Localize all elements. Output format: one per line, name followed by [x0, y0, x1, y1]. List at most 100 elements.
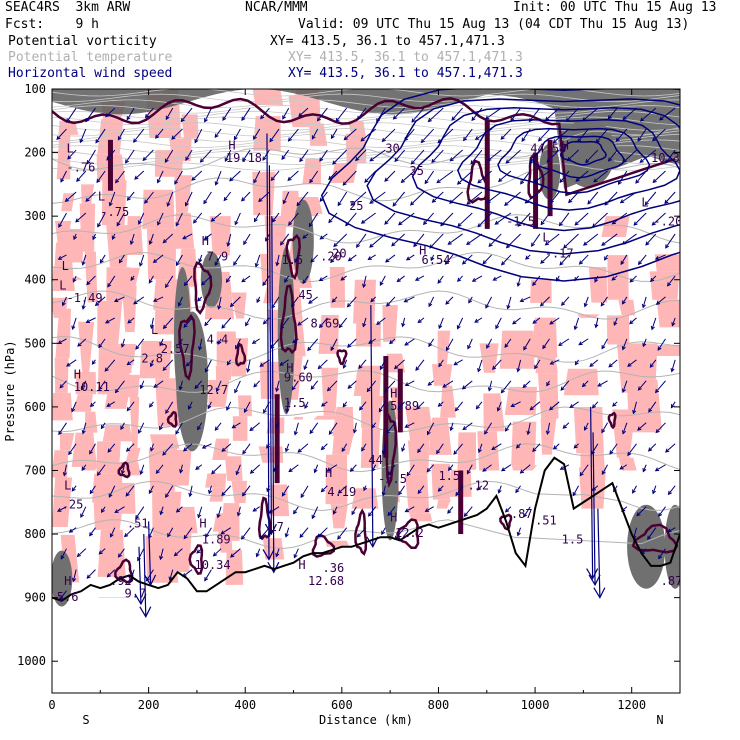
- pv-shade-patch: [237, 395, 252, 417]
- wind-speed-contour: [559, 140, 607, 166]
- wind-vector-head: [615, 137, 620, 142]
- wind-vector: [600, 296, 608, 307]
- wind-vector: [185, 191, 193, 206]
- pv-shade-patch: [302, 158, 322, 185]
- wind-vector: [217, 506, 222, 518]
- wind-vector: [649, 359, 657, 368]
- wind-vector-head: [517, 222, 522, 227]
- wind-vector-head: [328, 218, 333, 224]
- wind-vector: [477, 359, 483, 372]
- wind-vector-head: [637, 137, 642, 142]
- wind-vector-head: [429, 244, 434, 249]
- wind-vector-head: [359, 406, 364, 411]
- wind-vector-head: [396, 278, 401, 283]
- pv-shade-patch: [71, 432, 97, 468]
- pv-shade-patch: [215, 365, 233, 380]
- wind-vector-long: [597, 508, 601, 598]
- wind-vector-head: [532, 319, 537, 324]
- wind-vector-head: [86, 280, 91, 286]
- wind-vector: [651, 317, 657, 330]
- wind-vector-head: [529, 159, 534, 164]
- field-annotation: .92: [110, 574, 132, 588]
- wind-vector: [109, 191, 116, 206]
- field1-label: Potential vorticity: [8, 34, 157, 49]
- wind-vector: [394, 527, 406, 540]
- pv-shade-patch: [126, 216, 144, 256]
- wind-vector: [319, 317, 328, 328]
- pv-shade-patch: [101, 180, 127, 226]
- wind-vector-head: [96, 471, 101, 477]
- wind-vector-head: [454, 407, 459, 412]
- field-annotation: -1.49: [66, 291, 102, 305]
- wind-vector: [371, 464, 377, 472]
- wind-vector: [119, 254, 125, 263]
- field-annotation: 6.54: [422, 253, 451, 267]
- pv-shade-patch: [479, 343, 499, 373]
- wind-vector-head: [462, 136, 468, 142]
- wind-vector: [125, 485, 135, 497]
- wind-vector: [424, 170, 435, 184]
- wind-vector-head: [166, 202, 171, 207]
- wind-vector-head: [574, 361, 579, 366]
- wind-vector: [361, 443, 367, 452]
- wind-vector: [86, 569, 96, 579]
- wind-vector: [280, 233, 290, 246]
- wind-vector: [380, 359, 386, 370]
- wind-vector-head: [214, 181, 219, 186]
- wind-vector: [357, 107, 367, 120]
- wind-vector: [370, 296, 377, 303]
- wind-vector-head: [461, 385, 467, 390]
- wind-vector: [517, 527, 522, 536]
- wind-vector: [486, 338, 493, 349]
- x-tick-label: 1200: [617, 698, 646, 712]
- wind-vector-head: [437, 487, 442, 492]
- wind-vector-head: [400, 178, 405, 184]
- wind-vector-head: [552, 139, 557, 144]
- wind-vector: [221, 317, 232, 329]
- wind-vector-head: [496, 407, 501, 412]
- wind-vector: [386, 296, 396, 307]
- wind-vector-head: [294, 258, 299, 264]
- wind-vector: [651, 212, 666, 226]
- wind-vector-head: [72, 278, 77, 283]
- wind-vector-head: [417, 319, 422, 324]
- wind-vector: [76, 170, 87, 182]
- wind-vector-head: [655, 300, 661, 305]
- wind-vector-head: [658, 555, 663, 560]
- wind-vector: [505, 506, 512, 513]
- wind-vector-head: [303, 365, 308, 371]
- wind-vector: [165, 275, 174, 288]
- wind-vector-head: [367, 512, 372, 517]
- wind-vector-head: [546, 158, 551, 163]
- wind-vector-head: [144, 199, 149, 204]
- wind-vector: [82, 254, 87, 265]
- wind-vector-head: [182, 447, 188, 452]
- wind-vector-head: [548, 406, 554, 411]
- wind-vector-head: [621, 300, 626, 305]
- wind-vector: [338, 317, 348, 328]
- pv-shade-patch: [129, 397, 140, 448]
- wind-vector-head: [442, 383, 447, 388]
- wind-vector-head: [455, 491, 460, 497]
- wind-vector-head: [165, 283, 169, 289]
- wind-vector-head: [384, 177, 389, 182]
- wind-vector-head: [297, 448, 302, 453]
- wind-vector-head: [613, 321, 618, 327]
- field-annotation: L: [641, 196, 648, 210]
- wind-vector: [485, 296, 493, 309]
- wind-vector: [318, 359, 328, 369]
- wind-vector-head: [428, 302, 433, 308]
- wind-vector: [398, 212, 415, 226]
- wind-vector-head: [637, 426, 642, 431]
- field3-xy: XY= 413.5, 36.1 to 457.1,471.3: [288, 66, 523, 81]
- wind-vector: [387, 506, 396, 516]
- wind-vector-head: [191, 176, 196, 181]
- wind-vector-head: [532, 447, 537, 453]
- wind-vector: [618, 170, 628, 185]
- wind-vector-head: [607, 115, 612, 120]
- pv-shade-patch: [209, 487, 226, 502]
- wind-vector: [466, 464, 473, 474]
- field-annotations: L-.76L-.75H19.18H7.9L-1.49LL2.82.574.4H1…: [57, 138, 680, 603]
- wind-vector-head: [356, 533, 361, 538]
- wind-vector: [282, 107, 290, 120]
